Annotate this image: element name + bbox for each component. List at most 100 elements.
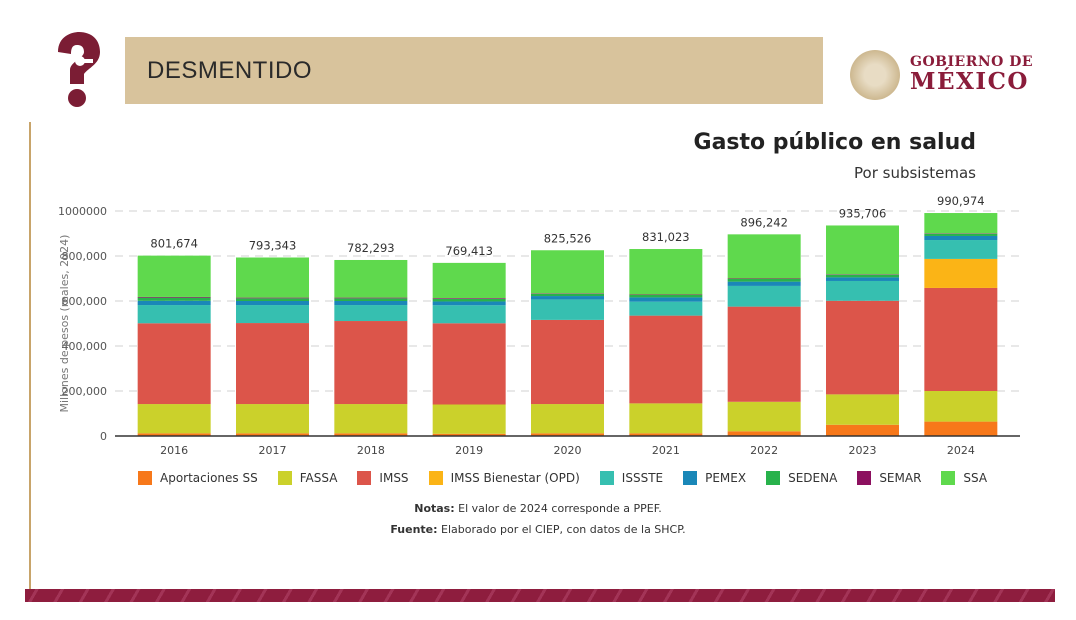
total-label: 825,526 [544, 231, 592, 245]
legend-item: Aportaciones SS [138, 471, 258, 485]
bar-segment [826, 274, 899, 278]
note: Notas: El valor de 2024 corresponde a PP… [0, 502, 1076, 515]
legend-swatch [941, 471, 956, 485]
legend-item: PEMEX [683, 471, 746, 485]
legend-item: ISSSTE [599, 471, 664, 485]
bar-segment [924, 421, 998, 436]
legend-swatch [683, 471, 698, 485]
bar-segment [727, 306, 801, 402]
bar-segment [727, 281, 801, 286]
legend-label: SEMAR [879, 471, 922, 485]
bar-segment [137, 300, 211, 306]
total-label: 769,413 [445, 244, 493, 258]
decorative-band [25, 589, 1055, 602]
x-tick-label: 2017 [259, 444, 287, 457]
bar-segment [727, 234, 801, 279]
x-tick-label: 2016 [160, 444, 188, 457]
bar-segment [334, 433, 408, 436]
bar-segment [334, 298, 408, 301]
x-tick-label: 2022 [750, 444, 778, 457]
legend-label: FASSA [299, 471, 338, 485]
bar-segment [137, 305, 211, 324]
bar-segment [334, 305, 408, 322]
legend-item: IMSS [357, 471, 409, 485]
bar-segment [236, 297, 309, 299]
bar-segment [137, 296, 211, 298]
bar-segment [629, 301, 703, 316]
bar-segment [826, 394, 899, 425]
bar-segment [924, 240, 998, 259]
bar-segment [531, 404, 604, 434]
bar-segment [432, 323, 506, 405]
bar-segment [432, 404, 506, 434]
bar-segment [236, 404, 309, 434]
bar-segment [432, 433, 506, 436]
chart-title: Gasto público en salud [693, 130, 976, 155]
bar-segment [924, 213, 998, 234]
banner: DESMENTIDO [125, 37, 823, 104]
bar-segment [334, 297, 408, 299]
bar-segment [531, 293, 604, 297]
bar-segment [727, 285, 801, 307]
gobierno-logo: GOBIERNO DE MÉXICO [910, 54, 1033, 95]
bar-segment [924, 233, 998, 236]
legend-label: IMSS [379, 471, 409, 485]
total-label: 801,674 [150, 237, 198, 251]
bar-segment [432, 262, 506, 299]
legend-label: Aportaciones SS [160, 471, 258, 485]
source: Fuente: Elaborado por el CIEP, con datos… [0, 523, 1076, 536]
bar-segment [137, 255, 211, 297]
bar-segment [531, 433, 604, 436]
total-label: 793,343 [249, 238, 297, 252]
x-tick-label: 2021 [652, 444, 680, 457]
y-axis-label: Millones de pesos (reales, 2024) [58, 235, 71, 413]
banner-label: DESMENTIDO [147, 57, 313, 84]
bar-segment [826, 424, 899, 436]
legend: Aportaciones SS FASSA IMSS IMSS Bienestar (… [138, 471, 1007, 485]
notes-label: Notas: [414, 502, 455, 515]
bar-segment [137, 323, 211, 405]
legend-swatch [428, 471, 443, 485]
bar-segment [531, 296, 604, 300]
bar-segment [432, 298, 506, 302]
legend-label: SEDENA [788, 471, 838, 485]
bar-segment [727, 431, 801, 436]
bar-segment [629, 297, 703, 302]
bar-segment [629, 315, 703, 404]
bar-segment [924, 258, 998, 288]
bar-segment [334, 404, 408, 434]
bar-segment [137, 297, 211, 301]
bar-segment [531, 319, 604, 405]
legend-item: SEMAR [857, 471, 921, 485]
logo-line2: MÉXICO [910, 68, 1029, 95]
bar-segment [137, 433, 211, 436]
bar-segment [236, 305, 309, 324]
bar-segment [727, 278, 801, 282]
y-tick-label: 1000000 [58, 205, 107, 218]
bar-segment [629, 249, 703, 295]
x-tick-label: 2023 [849, 444, 877, 457]
x-tick-label: 2024 [947, 444, 975, 457]
bar-segment [924, 391, 998, 422]
legend-item: FASSA [277, 471, 338, 485]
bar-segment [236, 298, 309, 301]
legend-label: IMSS Bienestar (OPD) [450, 471, 580, 485]
source-text: Elaborado por el CIEP, con datos de la S… [437, 523, 686, 536]
total-label: 782,293 [347, 241, 395, 255]
bar-segment [432, 301, 506, 306]
bar-segment [924, 235, 998, 241]
total-label: 990,974 [937, 194, 985, 208]
bar-segment [236, 301, 309, 306]
coat-of-arms-logo [850, 50, 900, 100]
bar-segment [531, 250, 604, 294]
legend-label: ISSSTE [621, 471, 664, 485]
bar-segment [826, 225, 899, 275]
bar-segment [826, 300, 899, 395]
bar-segment [826, 280, 899, 301]
divider [29, 122, 31, 590]
x-tick-label: 2020 [554, 444, 582, 457]
y-tick-label: 0 [100, 430, 107, 443]
bar-segment [432, 298, 506, 299]
y-tick-label: 400,000 [62, 340, 108, 353]
